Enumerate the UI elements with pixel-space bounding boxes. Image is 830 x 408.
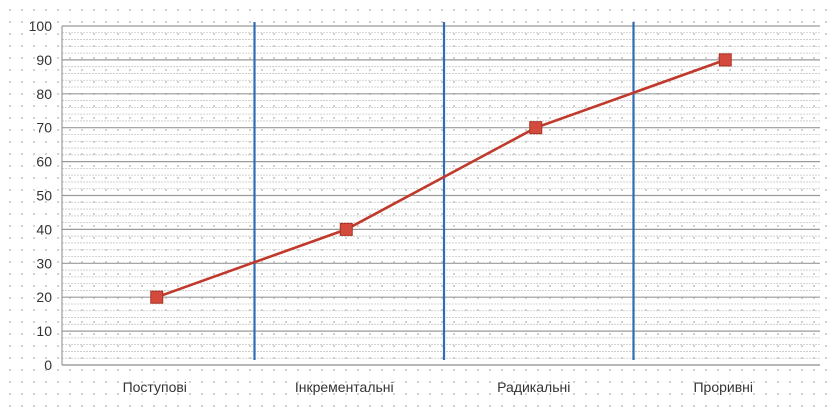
y-tick-label: 100 bbox=[29, 18, 53, 34]
y-tick-label: 20 bbox=[36, 289, 52, 305]
data-point-marker bbox=[718, 53, 732, 67]
y-tick-label: 30 bbox=[36, 255, 52, 271]
x-tick-label: Радикальні bbox=[497, 379, 570, 395]
y-tick-label: 90 bbox=[36, 52, 52, 68]
y-tick-label: 10 bbox=[36, 323, 52, 339]
x-tick-label: Інкрементальні bbox=[295, 379, 394, 395]
x-tick-labels: Поступові Інкрементальні Радикальні Проривн… bbox=[123, 379, 753, 395]
y-tick-label: 60 bbox=[36, 154, 52, 170]
y-tick-label: 80 bbox=[36, 86, 52, 102]
x-tick-label: Проривні bbox=[693, 379, 753, 395]
series-line bbox=[156, 58, 726, 299]
y-tick-labels: 0 10 20 30 40 50 60 70 80 90 100 bbox=[29, 18, 53, 373]
y-tick-label: 0 bbox=[44, 357, 52, 373]
series bbox=[150, 53, 732, 304]
x-tick-label: Поступові bbox=[123, 379, 187, 395]
data-point-marker bbox=[150, 290, 164, 304]
grid-lines bbox=[62, 25, 820, 366]
category-separators bbox=[253, 22, 635, 360]
axes bbox=[61, 26, 820, 366]
y-tick-label: 50 bbox=[36, 188, 52, 204]
data-point-marker bbox=[339, 222, 353, 236]
data-point-marker bbox=[529, 121, 543, 135]
y-tick-label: 40 bbox=[36, 221, 52, 237]
y-tick-label: 70 bbox=[36, 120, 52, 136]
